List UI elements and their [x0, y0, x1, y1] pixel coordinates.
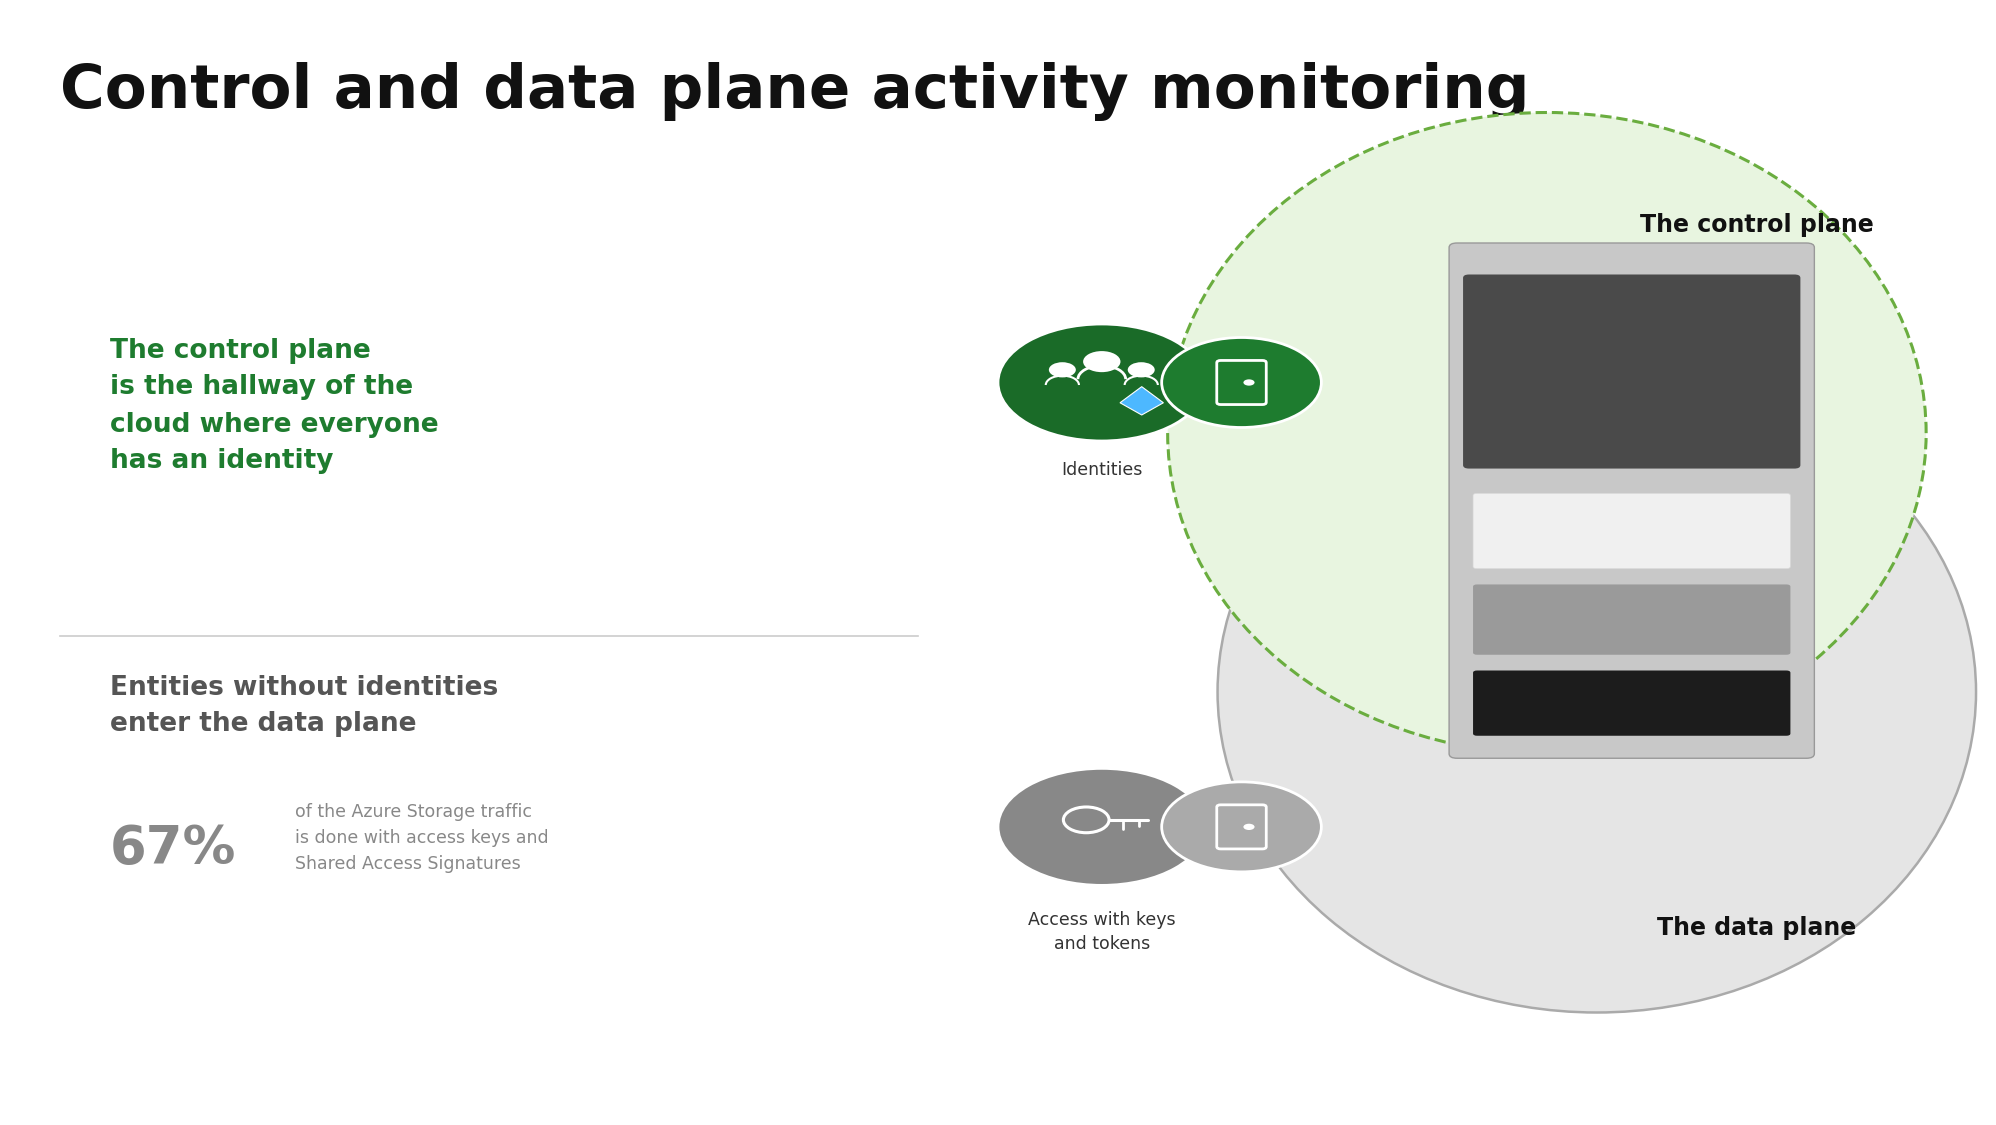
Text: Access with keys
and tokens: Access with keys and tokens: [1028, 911, 1176, 953]
Text: Entities without identities
enter the data plane: Entities without identities enter the da…: [110, 675, 499, 737]
Text: Control and data plane activity monitoring: Control and data plane activity monitori…: [60, 62, 1529, 120]
Circle shape: [1162, 338, 1321, 428]
FancyBboxPatch shape: [1463, 274, 1800, 468]
Circle shape: [1128, 362, 1156, 377]
Circle shape: [1162, 782, 1321, 872]
Ellipse shape: [1218, 371, 1976, 1013]
FancyBboxPatch shape: [1473, 585, 1790, 655]
Circle shape: [998, 324, 1206, 441]
Circle shape: [1244, 824, 1255, 830]
Text: The control plane: The control plane: [1639, 213, 1874, 237]
Polygon shape: [1120, 387, 1164, 415]
Ellipse shape: [1168, 112, 1926, 754]
Circle shape: [1048, 362, 1076, 377]
FancyBboxPatch shape: [1449, 243, 1814, 758]
Text: The data plane: The data plane: [1657, 916, 1856, 940]
Text: The control plane
is the hallway of the
cloud where everyone
has an identity: The control plane is the hallway of the …: [110, 338, 439, 475]
Text: of the Azure Storage traffic
is done with access keys and
Shared Access Signatur: of the Azure Storage traffic is done wit…: [295, 803, 549, 873]
FancyBboxPatch shape: [1473, 493, 1790, 568]
Text: 67%: 67%: [110, 824, 236, 875]
Circle shape: [1084, 351, 1120, 372]
Circle shape: [1244, 379, 1255, 386]
Text: Identities: Identities: [1062, 461, 1142, 479]
Circle shape: [998, 768, 1206, 885]
FancyBboxPatch shape: [1473, 670, 1790, 736]
